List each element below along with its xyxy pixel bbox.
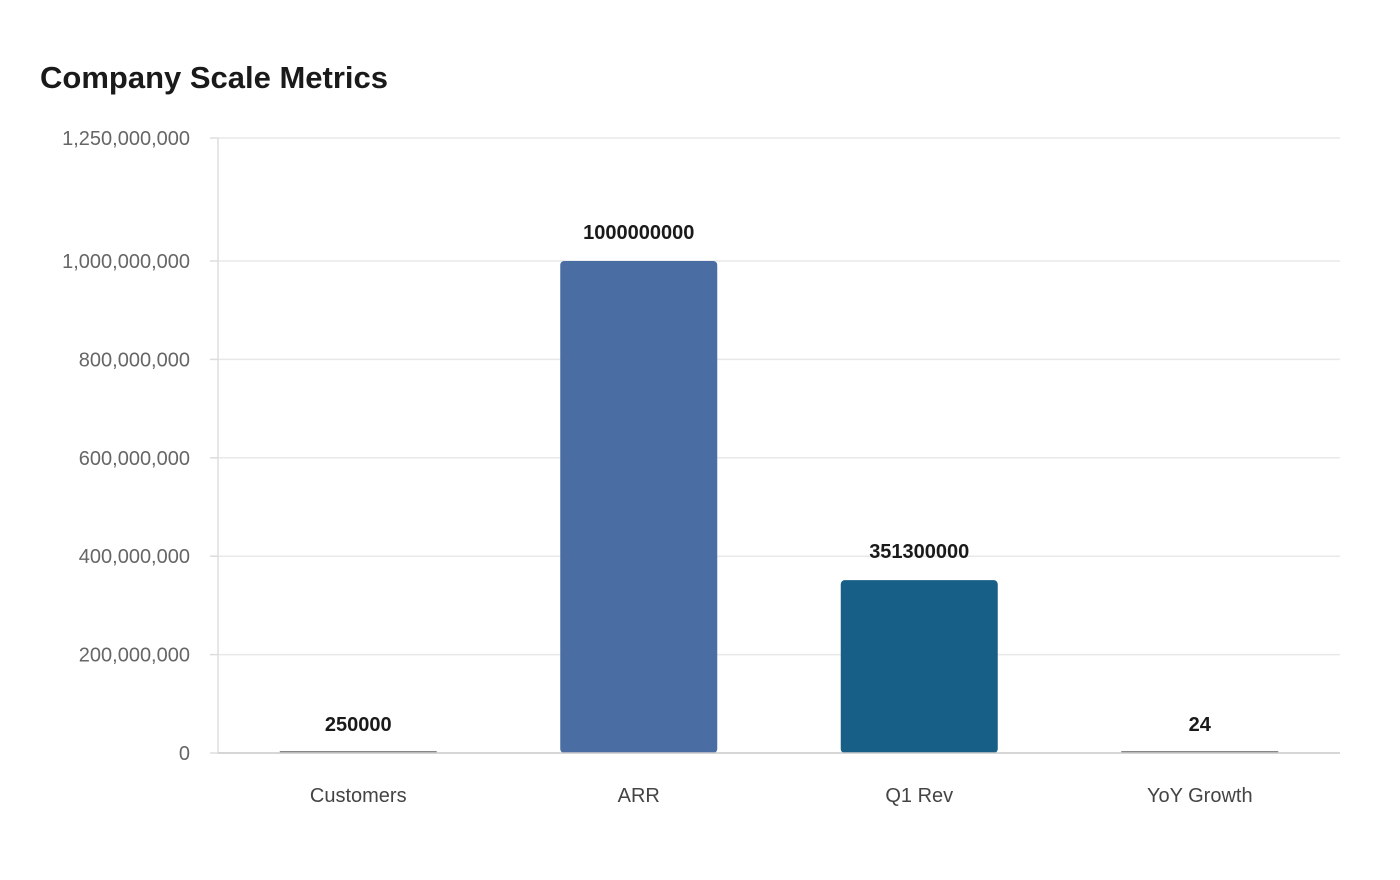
y-tick-label: 600,000,000 bbox=[79, 448, 190, 470]
y-tick-label: 200,000,000 bbox=[79, 645, 190, 667]
bar bbox=[560, 261, 718, 753]
bar bbox=[840, 580, 998, 753]
y-tick-label: 1,250,000,000 bbox=[62, 128, 190, 150]
y-tick-label: 800,000,000 bbox=[79, 349, 190, 371]
y-tick-label: 1,000,000,000 bbox=[62, 251, 190, 273]
y-tick-label: 400,000,000 bbox=[79, 546, 190, 568]
y-axis: 0 200,000,000 400,000,000 600,000,000 800,00… bbox=[62, 128, 219, 765]
y-tick-label: 0 bbox=[179, 743, 190, 765]
x-tick-label: YoY Growth bbox=[1147, 785, 1253, 807]
bars: 250000 1000000000 351300000 24 bbox=[279, 222, 1279, 753]
x-tick-label: Q1 Rev bbox=[885, 785, 953, 807]
bar-value-label: 250000 bbox=[325, 714, 392, 736]
x-tick-label: ARR bbox=[618, 785, 660, 807]
bar-value-label: 1000000000 bbox=[583, 222, 694, 244]
x-axis: Customers ARR Q1 Rev YoY Growth bbox=[218, 752, 1340, 807]
bar-value-label: 24 bbox=[1189, 714, 1212, 736]
chart-title: Company Scale Metrics bbox=[40, 60, 389, 95]
bar-value-label: 351300000 bbox=[869, 541, 969, 563]
x-tick-label: Customers bbox=[310, 785, 407, 807]
grid-lines bbox=[218, 137, 1340, 754]
